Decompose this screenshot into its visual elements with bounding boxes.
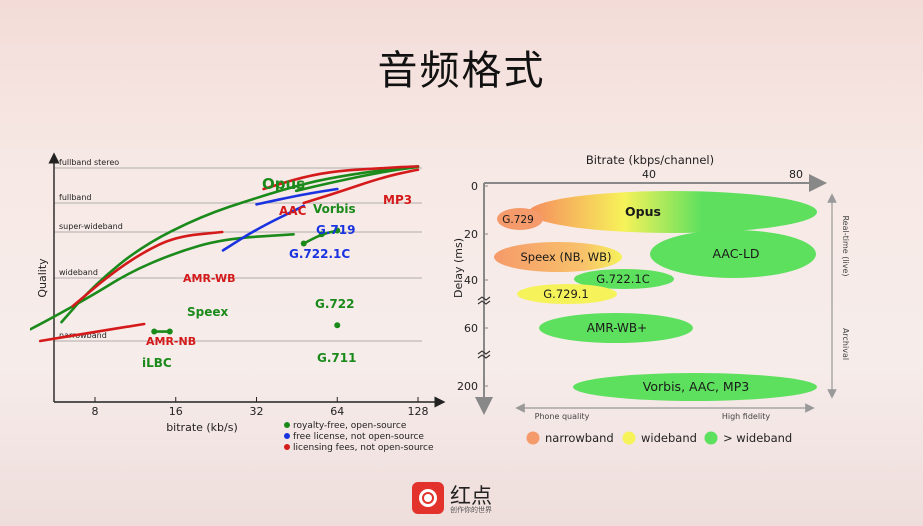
legend-marker	[622, 431, 636, 445]
series-label: iLBC	[142, 356, 172, 370]
codec-bubble	[494, 242, 622, 272]
x-tick-label: 128	[408, 405, 429, 418]
quality-bitrate-chart: narrowband wideband super-wideband fullband…	[30, 152, 446, 453]
codec-bubble	[650, 230, 816, 278]
x-tick-label: 40	[642, 168, 656, 181]
legend-marker	[284, 433, 290, 439]
series-point	[166, 328, 173, 335]
codec-bubble	[574, 269, 674, 289]
y-tick-label: 40	[464, 274, 478, 287]
logo-slogan: 创作你的世界	[450, 506, 492, 514]
logo-name: 红点	[450, 484, 492, 508]
series-point	[334, 227, 341, 234]
y-axis-title: Delay (ms)	[452, 238, 465, 298]
axis-break	[477, 296, 491, 305]
legend-label: free license, not open-source	[293, 432, 424, 442]
series-label: G.722.1C	[289, 247, 350, 261]
codec-label: G.729	[502, 214, 534, 226]
codec-label: Vorbis, AAC, MP3	[643, 379, 749, 394]
series-point	[300, 240, 307, 247]
series-line	[71, 230, 224, 308]
slide-title: 音频格式	[377, 48, 546, 94]
series-line	[60, 165, 420, 324]
y-axis-title: Quality	[36, 258, 49, 298]
series-point	[334, 322, 341, 329]
codec-bubble	[539, 313, 693, 343]
chart-title: Bitrate (kbps/channel)	[586, 153, 714, 167]
x-tick-label: 64	[330, 405, 344, 418]
legend-marker	[704, 431, 718, 445]
legend-marker	[284, 422, 290, 428]
series-label: MP3	[383, 193, 412, 207]
series-label: Speex	[187, 305, 229, 319]
codec-bubble	[529, 191, 817, 233]
series-label: Opus	[262, 175, 305, 193]
codec-label: AAC-LD	[712, 246, 759, 261]
legend-label: wideband	[641, 431, 697, 445]
delay-bitrate-chart: Bitrate (kbps/channel) 40 80 0 20 40 60 200 De…	[452, 153, 850, 445]
series-label: AMR-NB	[146, 335, 196, 348]
note-phone-quality: Phone quality	[535, 412, 590, 421]
codec-bubble	[517, 284, 617, 304]
quality-level-label: wideband	[59, 268, 98, 277]
series-line	[294, 165, 420, 193]
y-tick-label: 0	[471, 180, 478, 193]
y-tick-label: 60	[464, 322, 478, 335]
legend-label: royalty-free, open-source	[293, 421, 407, 431]
series-label: AMR-WB	[183, 272, 236, 285]
series-line	[38, 322, 146, 343]
note-archival: Archival	[841, 328, 850, 360]
x-tick-label: 8	[92, 405, 99, 418]
legend-label: narrowband	[545, 431, 614, 445]
series-line	[255, 187, 339, 206]
quality-level-label: narrowband	[59, 331, 107, 340]
note-real-time: Real-time (live)	[841, 215, 850, 276]
quality-level-label: fullband	[59, 193, 91, 202]
series-label: G.722	[315, 297, 354, 311]
codec-label: Speex (NB, WB)	[520, 250, 611, 264]
x-tick-label: 32	[250, 405, 264, 418]
series-line	[262, 164, 420, 191]
legend-marker	[526, 431, 540, 445]
codec-label: G.722.1C	[596, 272, 650, 286]
series-label: AAC	[279, 204, 307, 218]
series-point	[151, 328, 158, 335]
codec-label: G.729.1	[543, 287, 589, 301]
quality-level-label: fullband stereo	[59, 158, 119, 167]
series-label: Vorbis	[313, 202, 356, 216]
note-high-fidelity: High fidelity	[722, 412, 771, 421]
series-point	[318, 231, 325, 238]
logo-icon	[412, 482, 444, 514]
series-label: G.711	[317, 351, 356, 365]
x-tick-label: 16	[169, 405, 183, 418]
x-axis-title: bitrate (kb/s)	[166, 421, 238, 434]
series-line	[302, 168, 420, 205]
codec-bubble	[497, 208, 543, 230]
legend-marker	[284, 444, 290, 450]
quality-level-label: super-wideband	[59, 222, 123, 231]
series-line	[221, 204, 305, 252]
codec-label: Opus	[625, 204, 661, 219]
codec-bubble	[573, 373, 817, 401]
codec-label: AMR-WB+	[587, 321, 647, 335]
legend-label: licensing fees, not open-source	[293, 443, 434, 453]
series-line	[30, 233, 295, 331]
x-tick-label: 80	[789, 168, 803, 181]
axis-break	[477, 350, 491, 359]
series-label: G.719	[316, 223, 355, 237]
y-tick-label: 200	[457, 380, 478, 393]
y-tick-label: 20	[464, 228, 478, 241]
legend-label: > wideband	[723, 431, 792, 445]
brand-logo: 红点 创作你的世界	[412, 482, 512, 518]
